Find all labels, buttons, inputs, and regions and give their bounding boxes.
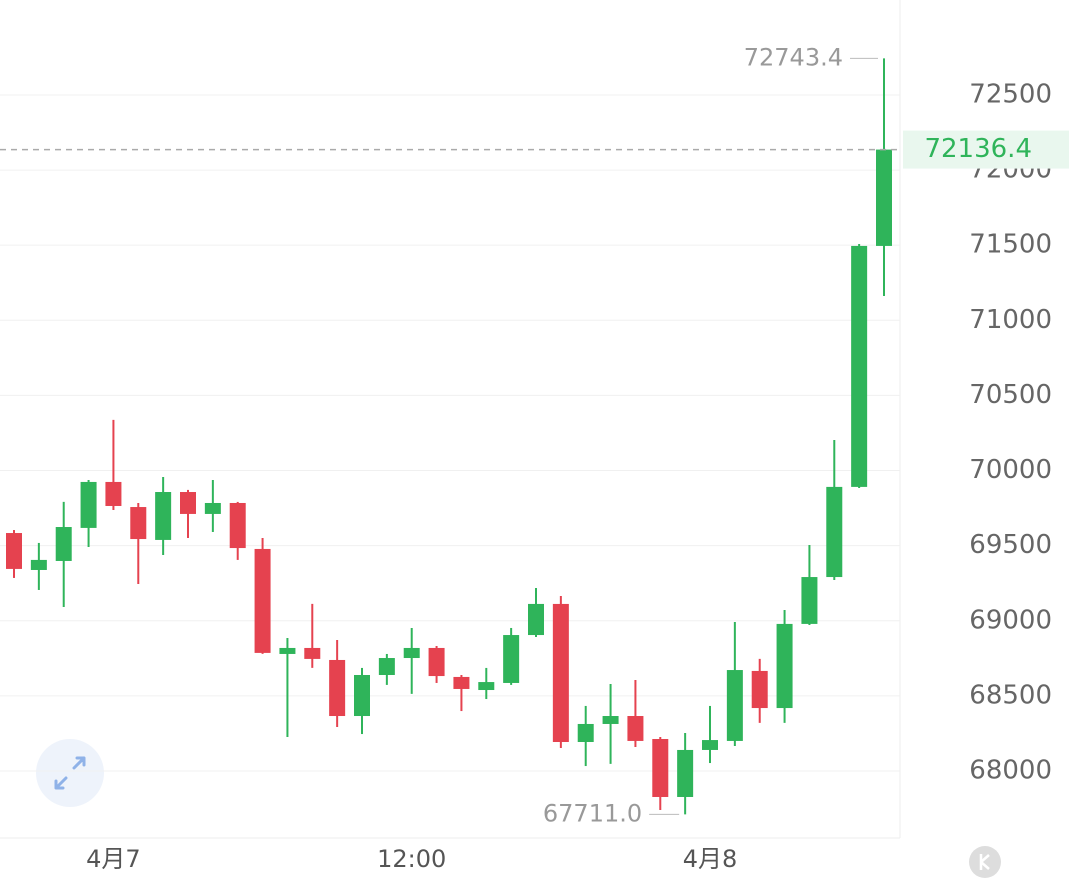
candle-body [155,492,172,540]
last-price-label: 72136.4 [924,134,1032,164]
candle-body [552,603,569,743]
expand-button-bg [36,739,104,807]
y-tick-label: 71500 [969,230,1052,260]
candle-body [279,647,296,654]
candle-body [602,716,619,724]
candle-body [329,659,346,717]
last-price-bg [903,130,1069,169]
candle-body [80,481,97,528]
candle-body [677,749,694,797]
x-tick-label: 4月8 [683,845,738,873]
x-tick-label: 4月7 [86,845,141,873]
candle-body [702,740,718,750]
y-tick-label: 69000 [969,605,1052,635]
candle-body [801,577,818,624]
expand-button[interactable] [36,739,104,807]
y-tick-label: 69500 [969,530,1052,560]
candle-body [130,507,147,540]
candle-body [180,492,196,514]
candle-body [453,676,470,689]
candle-body [627,716,644,741]
candle-body [428,647,445,677]
candle-body [304,647,321,659]
candle-body [204,502,221,514]
candle-body [403,647,420,659]
candle-body [851,245,868,487]
y-tick-label: 72500 [969,79,1052,109]
candle-body [30,559,47,570]
candle-body [229,502,246,549]
candle-body [876,149,892,246]
candle-body [577,723,594,743]
candle-body [378,658,395,675]
low-label: 67711.0 [543,799,642,827]
candle-body [726,670,743,741]
candle-body [528,603,544,636]
candle-body [503,635,520,683]
high-label: 72743.4 [744,43,843,71]
k-icon [979,854,990,870]
y-tick-label: 70000 [969,455,1052,485]
candle-body [478,682,495,691]
y-tick-label: 70500 [969,380,1052,410]
candle-body [105,481,122,506]
candle-body [652,738,669,797]
k-button-bg [969,846,1001,878]
x-tick-label: 12:00 [377,845,446,873]
candle-body [751,670,768,709]
y-tick-label: 71000 [969,305,1052,335]
candle-body [254,548,271,653]
y-tick-label: 68000 [969,755,1052,785]
candle-body [776,623,793,709]
k-button[interactable] [969,846,1001,878]
candle-body [6,533,22,569]
candle-body [55,527,72,561]
candle-body [826,486,843,578]
candle-body [354,674,370,717]
expand-icon [54,756,86,790]
y-tick-label: 68500 [969,680,1052,710]
